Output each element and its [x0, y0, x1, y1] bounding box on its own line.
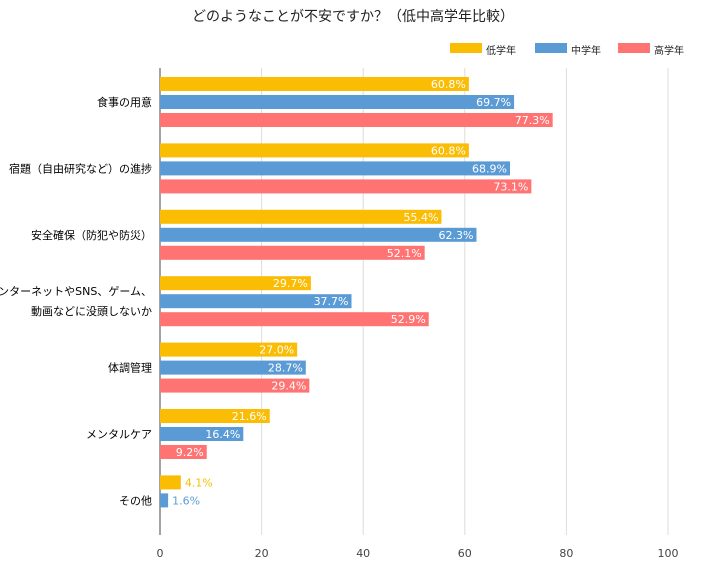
bar-value-label: 21.6% [232, 410, 267, 423]
bar [160, 312, 429, 327]
category-label: その他 [119, 494, 152, 507]
bar-value-label: 62.3% [439, 229, 474, 242]
bar [160, 493, 169, 508]
bar [160, 427, 244, 441]
bar [160, 276, 311, 291]
bar [160, 77, 469, 91]
bar [160, 360, 306, 375]
bar-value-label: 16.4% [205, 428, 240, 441]
x-tick-label: 100 [658, 547, 679, 560]
bar [160, 161, 511, 176]
x-tick-label: 40 [356, 547, 370, 560]
bar-value-label: 77.3% [515, 114, 550, 127]
bar [160, 245, 425, 260]
bar-value-label: 4.1% [185, 476, 213, 489]
category-label: 宿題（自由研究など）の進捗 [9, 161, 152, 175]
bar [160, 475, 181, 490]
bar [160, 209, 442, 224]
bar-value-label: 60.8% [431, 144, 466, 157]
bar [160, 294, 352, 309]
bar [160, 143, 469, 158]
bar-value-label: 52.1% [387, 247, 422, 260]
x-tick-label: 80 [559, 547, 573, 560]
bar [160, 179, 532, 194]
bar-value-label: 69.7% [476, 96, 511, 109]
x-tick-label: 0 [157, 547, 164, 560]
x-tick-label: 60 [458, 547, 472, 560]
bar [160, 95, 515, 109]
bar [160, 113, 553, 127]
bar-value-label: 29.4% [271, 380, 306, 393]
bar-value-label: 28.7% [268, 362, 303, 375]
bar [160, 378, 310, 393]
category-label: 体調管理 [108, 361, 152, 375]
bar-value-label: 1.6% [172, 494, 200, 507]
bar-value-label: 55.4% [403, 211, 438, 224]
bar [160, 227, 477, 242]
bar [160, 409, 270, 423]
legend-label-high: 高学年 [654, 46, 684, 57]
x-tick-label: 20 [255, 547, 269, 560]
bar-value-label: 73.1% [493, 180, 528, 193]
legend-swatch-high [618, 43, 650, 53]
bar-value-label: 27.0% [259, 344, 294, 357]
bar-value-label: 60.8% [431, 78, 466, 91]
legend-label-mid: 中学年 [571, 46, 601, 57]
chart-title: どのようなことが不安ですか？（低中高学年比較） [192, 9, 514, 25]
category-label: 食事の用意 [97, 95, 152, 109]
legend-swatch-mid [535, 43, 567, 53]
category-label: インターネットやSNS、ゲーム、動画などに没頭しないか [0, 285, 152, 318]
bar-value-label: 29.7% [273, 277, 308, 290]
bar-value-label: 52.9% [391, 313, 426, 326]
legend-label-low: 低学年 [486, 46, 516, 57]
bar [160, 342, 298, 357]
bar-value-label: 9.2% [176, 446, 204, 459]
legend-swatch-low [450, 43, 482, 53]
bar-value-label: 37.7% [314, 295, 349, 308]
category-label: メンタルケア [86, 428, 152, 441]
bar [160, 445, 207, 459]
bar-value-label: 68.9% [472, 162, 507, 175]
category-label: 安全確保（防犯や防災） [31, 228, 152, 242]
